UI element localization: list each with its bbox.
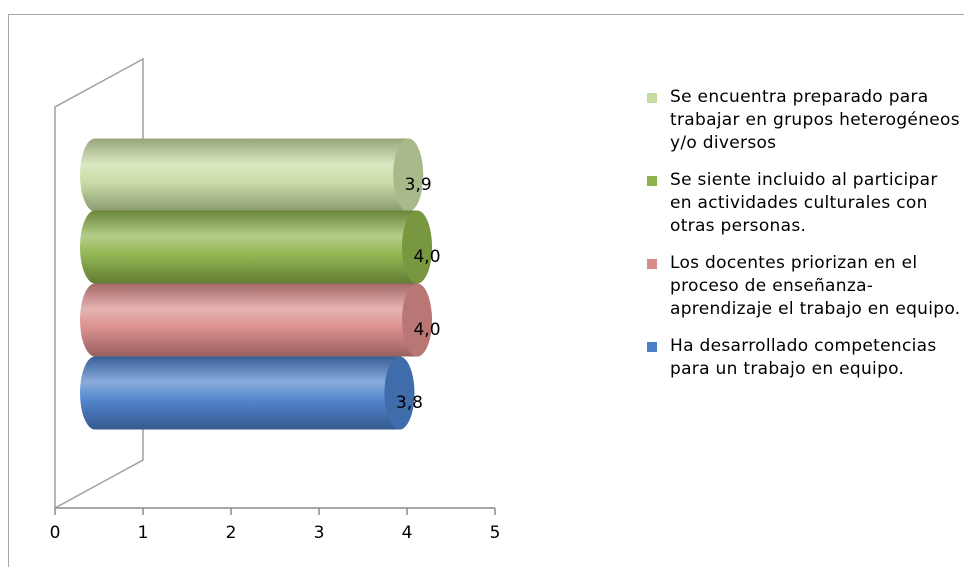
bar-2 <box>80 283 433 357</box>
data-label-4: 3,9 <box>405 175 432 195</box>
x-tick-label: 0 <box>50 523 61 543</box>
back-wall <box>54 57 144 510</box>
legend-item: Los docentes priorizan en el proceso de … <box>645 252 965 321</box>
data-labels: 3,9 4,0 4,0 3,8 <box>396 175 441 413</box>
chart-legend: Se encuentra preparado para trabajar en … <box>645 86 965 395</box>
legend-swatch <box>647 342 657 352</box>
chart-bars <box>80 138 433 430</box>
bar-end-cap <box>393 138 424 212</box>
x-tick-label: 1 <box>138 523 149 543</box>
legend-label: Ha desarrollado competencias para un tra… <box>670 336 937 379</box>
bar-body <box>80 210 433 284</box>
bar-3 <box>80 210 433 284</box>
legend-label: Se siente incluido al participar en acti… <box>670 170 938 236</box>
legend-item: Se siente incluido al participar en acti… <box>645 169 965 238</box>
legend-swatch <box>647 93 657 103</box>
chart-frame <box>8 14 964 567</box>
bar-end-cap <box>384 356 415 430</box>
legend-label: Los docentes priorizan en el proceso de … <box>670 253 961 319</box>
chart-axes <box>54 57 495 510</box>
bar-end-cap <box>402 283 432 357</box>
bar-body <box>80 138 424 212</box>
legend-item: Ha desarrollado competencias para un tra… <box>645 335 965 381</box>
bar-body <box>80 356 415 430</box>
x-tick-label: 4 <box>402 523 413 543</box>
x-tick-label: 5 <box>490 523 501 543</box>
legend-item: Se encuentra preparado para trabajar en … <box>645 86 965 155</box>
bar-1 <box>80 356 415 430</box>
legend-label: Se encuentra preparado para trabajar en … <box>670 87 960 153</box>
bar-4 <box>80 138 424 212</box>
x-tick-label: 3 <box>314 523 325 543</box>
legend-swatch <box>647 176 657 186</box>
bar-end-cap <box>402 210 432 284</box>
data-label-2: 4,0 <box>413 320 440 340</box>
x-tick-label: 2 <box>226 523 237 543</box>
data-label-3: 4,0 <box>413 247 440 267</box>
bar-body <box>80 283 433 357</box>
x-axis-ticks: 0 1 2 3 4 5 <box>50 508 501 543</box>
legend-swatch <box>647 259 657 269</box>
data-label-1: 3,8 <box>396 393 423 413</box>
